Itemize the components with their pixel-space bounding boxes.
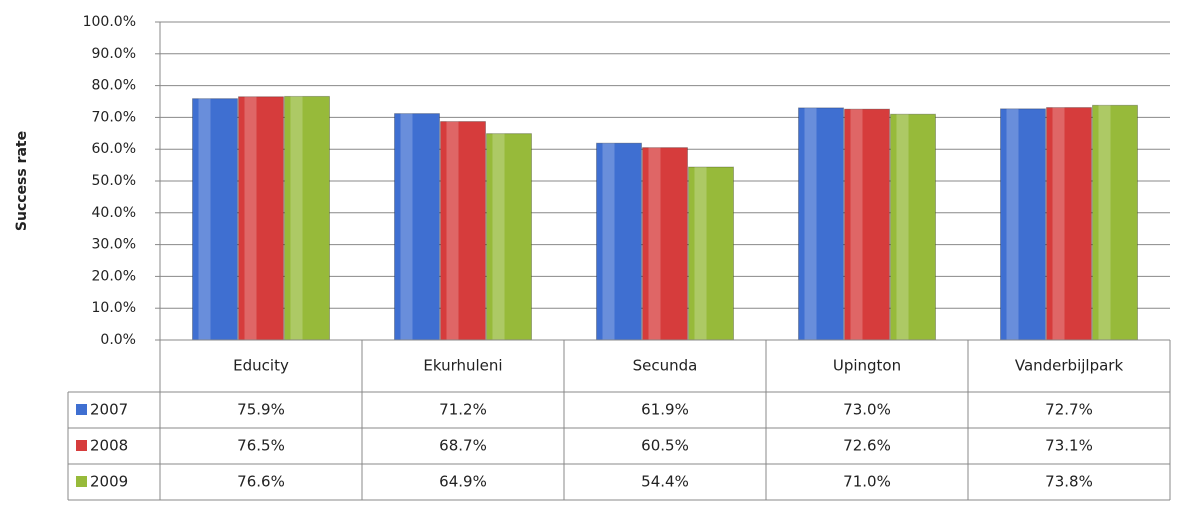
bar xyxy=(486,133,532,341)
bar xyxy=(238,96,284,341)
bar xyxy=(688,166,734,341)
bar-shine xyxy=(602,143,615,340)
data-label: 54.4% xyxy=(641,473,689,491)
bar xyxy=(284,95,330,341)
bar-shine xyxy=(400,113,413,340)
bar-shine xyxy=(244,96,257,340)
bar-shine xyxy=(694,167,707,340)
bar-shine xyxy=(1052,107,1065,341)
data-label: 68.7% xyxy=(439,437,487,455)
x-tick-label: Secunda xyxy=(633,357,698,375)
data-label: 71.2% xyxy=(439,401,487,419)
y-tick-label: 60.0% xyxy=(92,141,136,157)
legend-label: 2007 xyxy=(90,401,128,419)
data-label: 60.5% xyxy=(641,437,689,455)
legend-label: 2008 xyxy=(90,437,128,455)
legend-label: 2009 xyxy=(90,473,128,491)
bar xyxy=(890,113,936,341)
bar xyxy=(1092,104,1138,341)
data-label: 73.0% xyxy=(843,401,891,419)
bar-shine xyxy=(648,147,661,340)
data-label: 72.7% xyxy=(1045,401,1093,419)
bar-shine xyxy=(1006,108,1019,341)
x-tick-label: Vanderbijlpark xyxy=(1015,357,1124,375)
bar xyxy=(1000,108,1046,341)
bar xyxy=(844,108,890,341)
x-tick-label: Ekurhuleni xyxy=(423,357,502,375)
y-tick-label: 30.0% xyxy=(92,237,136,253)
bar xyxy=(642,147,688,341)
bar xyxy=(394,113,440,341)
data-label: 61.9% xyxy=(641,401,689,419)
data-label: 76.6% xyxy=(237,473,285,491)
legend-key xyxy=(76,440,87,451)
data-label: 75.9% xyxy=(237,401,285,419)
y-tick-label: 80.0% xyxy=(92,78,136,94)
x-tick-label: Upington xyxy=(833,357,901,375)
y-tick-label: 20.0% xyxy=(92,268,136,284)
y-tick-label: 100.0% xyxy=(83,14,136,30)
bar-shine xyxy=(1098,105,1111,340)
bar-shine xyxy=(804,107,817,340)
x-tick-label: Educity xyxy=(233,357,289,375)
bar-shine xyxy=(896,114,909,340)
bar xyxy=(596,142,642,341)
bar-shine xyxy=(492,133,505,340)
y-tick-label: 10.0% xyxy=(92,300,136,316)
legend-key xyxy=(76,476,87,487)
data-label: 64.9% xyxy=(439,473,487,491)
y-tick-label: 90.0% xyxy=(92,46,136,62)
bar-shine xyxy=(290,96,303,340)
bar xyxy=(798,107,844,341)
bar-shine xyxy=(850,109,863,340)
bar xyxy=(192,98,238,341)
data-label: 73.8% xyxy=(1045,473,1093,491)
y-tick-label: 40.0% xyxy=(92,205,136,221)
y-axis-title: Success rate xyxy=(14,131,30,231)
bar xyxy=(440,121,486,341)
y-tick-label: 50.0% xyxy=(92,173,136,189)
y-tick-label: 70.0% xyxy=(92,109,136,125)
bar-shine xyxy=(198,98,211,340)
bar-shine xyxy=(446,121,459,340)
data-label: 71.0% xyxy=(843,473,891,491)
legend-key xyxy=(76,404,87,415)
data-label: 72.6% xyxy=(843,437,891,455)
y-tick-label: 0.0% xyxy=(100,332,136,348)
data-label: 76.5% xyxy=(237,437,285,455)
data-label: 73.1% xyxy=(1045,437,1093,455)
